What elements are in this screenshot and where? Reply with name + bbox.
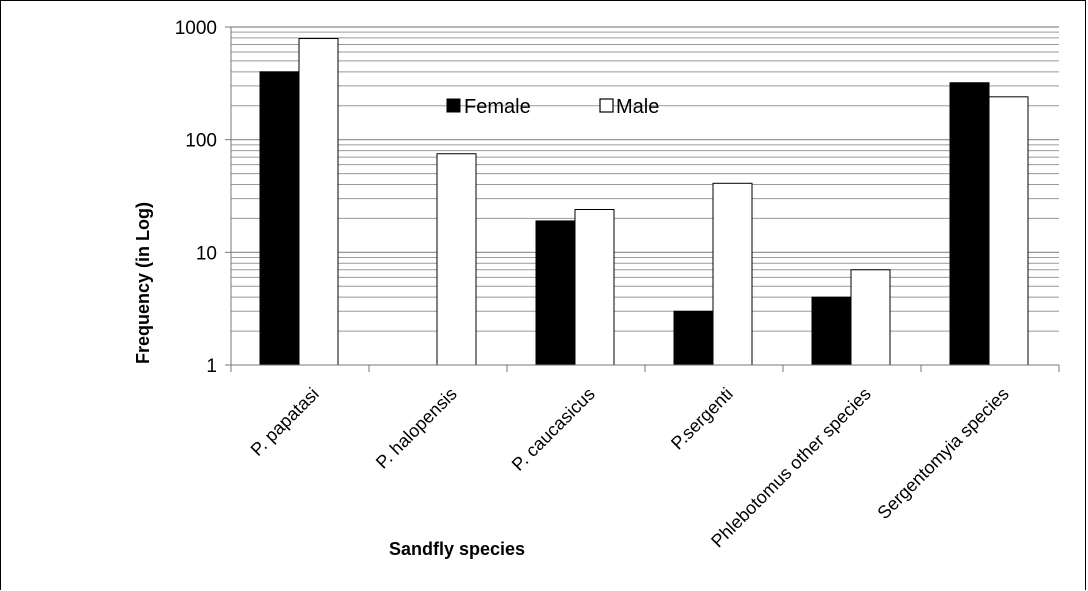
- y-axis-title: Frequency (in Log): [133, 202, 153, 364]
- bar-male-1: [436, 153, 477, 366]
- x-tick-labels: P. papatasi P. halopensis P. caucasicus P.s…: [247, 384, 1013, 552]
- x-tick-label: P. papatasi: [247, 384, 323, 460]
- bar-male-3: [712, 182, 753, 366]
- y-tick-label: 10: [196, 243, 217, 264]
- legend-swatch-female: [446, 98, 461, 113]
- x-tick-label: P.sergenti: [667, 384, 737, 454]
- gridlines: [231, 26, 1059, 332]
- legend: Female Male: [446, 96, 659, 118]
- bar-male-5: [988, 96, 1029, 366]
- x-tick-label: Phlebotomus other species: [707, 384, 875, 552]
- legend-label-male: Male: [616, 96, 659, 118]
- bars: [259, 38, 1029, 366]
- bar-male-2: [574, 208, 615, 366]
- bar-female-0: [259, 71, 300, 366]
- bar-female-5: [949, 82, 990, 366]
- bar-male-4: [850, 269, 891, 366]
- bar-female-4: [811, 296, 852, 366]
- legend-label-female: Female: [464, 96, 531, 118]
- bar-female-2: [535, 220, 576, 366]
- y-tick-label: 1000: [175, 18, 217, 39]
- legend-swatch-male: [599, 98, 614, 113]
- x-tick-label: P. halopensis: [372, 384, 461, 473]
- axes: [225, 26, 1060, 372]
- y-tick-label: 100: [185, 131, 217, 152]
- bar-male-0: [298, 38, 339, 366]
- x-axis-title: Sandfly species: [389, 539, 525, 559]
- y-tick-labels: 1 10 100 1000: [175, 18, 217, 377]
- x-tick-label: P. caucasicus: [508, 384, 599, 475]
- bar-female-3: [673, 310, 714, 366]
- x-tick-label: Sergentomyia species: [873, 384, 1012, 523]
- y-tick-label: 1: [206, 356, 217, 377]
